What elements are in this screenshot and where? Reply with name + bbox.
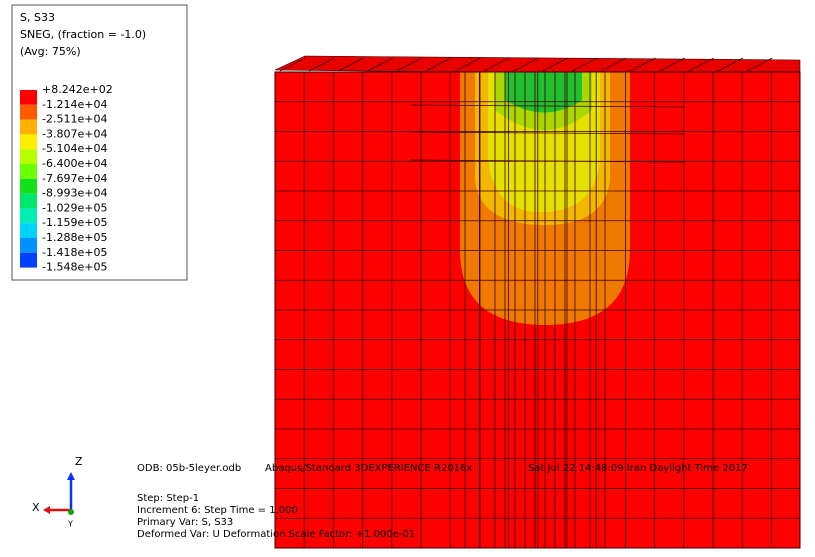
- mesh-top: [367, 57, 393, 72]
- mesh-top: [279, 57, 306, 72]
- legend-swatch: [20, 149, 37, 164]
- legend-swatch: [20, 90, 37, 105]
- legend-label: -5.104e+04: [42, 142, 107, 155]
- contour-green: [505, 72, 582, 113]
- legend-swatch: [20, 252, 37, 268]
- info-line: Step: Step-1: [137, 493, 199, 504]
- outline: [274, 71, 801, 549]
- mesh-top: [425, 57, 452, 72]
- model: [274, 55, 801, 549]
- legend-box: [11, 4, 188, 281]
- info-line: Primary Var: S, S33: [137, 517, 233, 528]
- odb: ODB: 05b-5leyer.odb: [137, 463, 241, 474]
- legend-swatch: [20, 134, 37, 150]
- mesh-top: [484, 57, 510, 72]
- legend: S, S33 SNEG, (fraction = -1.0) (Avg: 75%) +…: [11, 4, 188, 281]
- triad: Z X Y: [32, 455, 83, 529]
- legend-label: -1.288e+05: [42, 231, 107, 244]
- legend-label: +8.242e+02: [42, 83, 113, 96]
- mesh-top: [455, 57, 481, 72]
- legend-label: -1.029e+05: [42, 201, 107, 214]
- legend-swatch: [20, 119, 37, 135]
- legend-label: -1.159e+05: [42, 216, 107, 229]
- date: Sat Jul 22 14:48:09 Iran Daylight Time 2…: [528, 463, 748, 474]
- mesh-top: [717, 57, 744, 72]
- legend-swatch: [20, 238, 37, 253]
- legend-title: (Avg: 75%): [20, 45, 81, 58]
- legend-label: -1.418e+05: [42, 246, 107, 259]
- x-arrow: [43, 506, 50, 514]
- legend-label: -6.400e+04: [42, 157, 107, 170]
- triad-x: X: [32, 501, 40, 514]
- legend-label: -8.993e+04: [42, 187, 107, 200]
- solver: Abaqus/Standard 3DEXPERIENCE R2016x: [265, 463, 472, 474]
- mesh: [274, 57, 800, 549]
- triad-z: Z: [75, 455, 83, 468]
- info-line: Deformed Var: U Deformation Scale Factor…: [137, 529, 415, 540]
- triad-y: Y: [67, 520, 73, 529]
- info: ODB: 05b-5leyer.odb Abaqus/Standard 3DEX…: [137, 463, 748, 540]
- legend-swatch: [20, 164, 37, 179]
- y-axis: [68, 509, 74, 515]
- legend-swatch: [20, 193, 37, 209]
- legend-title: SNEG, (fraction = -1.0): [20, 28, 146, 41]
- legend-label: -2.511e+04: [42, 113, 107, 126]
- legend-items: S, S33 SNEG, (fraction = -1.0) (Avg: 75%) +…: [20, 11, 146, 274]
- mesh-top: [747, 57, 773, 72]
- legend-label: -1.548e+05: [42, 261, 107, 274]
- mesh-layer: [409, 159, 686, 163]
- mesh-top: [338, 57, 364, 72]
- mesh-top: [630, 57, 656, 72]
- z-arrow: [67, 472, 75, 480]
- legend-title: S, S33: [20, 11, 55, 24]
- mesh-layer: [409, 104, 686, 108]
- legend-swatch: [20, 104, 37, 120]
- legend-swatch: [20, 178, 37, 194]
- mesh-top: [396, 57, 422, 72]
- legend-label: -1.214e+04: [42, 98, 107, 111]
- mesh-top: [659, 57, 685, 72]
- legend-label: -3.807e+04: [42, 127, 107, 140]
- legend-swatch: [20, 208, 37, 224]
- legend-label: -7.697e+04: [42, 172, 107, 185]
- mesh-top: [571, 57, 598, 72]
- mesh-layer: [409, 131, 686, 135]
- mesh-top: [601, 57, 627, 72]
- mesh-top: [309, 57, 335, 72]
- info-line: Increment 6: Step Time = 1.000: [137, 505, 298, 516]
- mesh-top: [542, 57, 568, 72]
- legend-swatch: [20, 223, 37, 238]
- mesh-top: [513, 57, 539, 72]
- mesh-top: [688, 57, 714, 72]
